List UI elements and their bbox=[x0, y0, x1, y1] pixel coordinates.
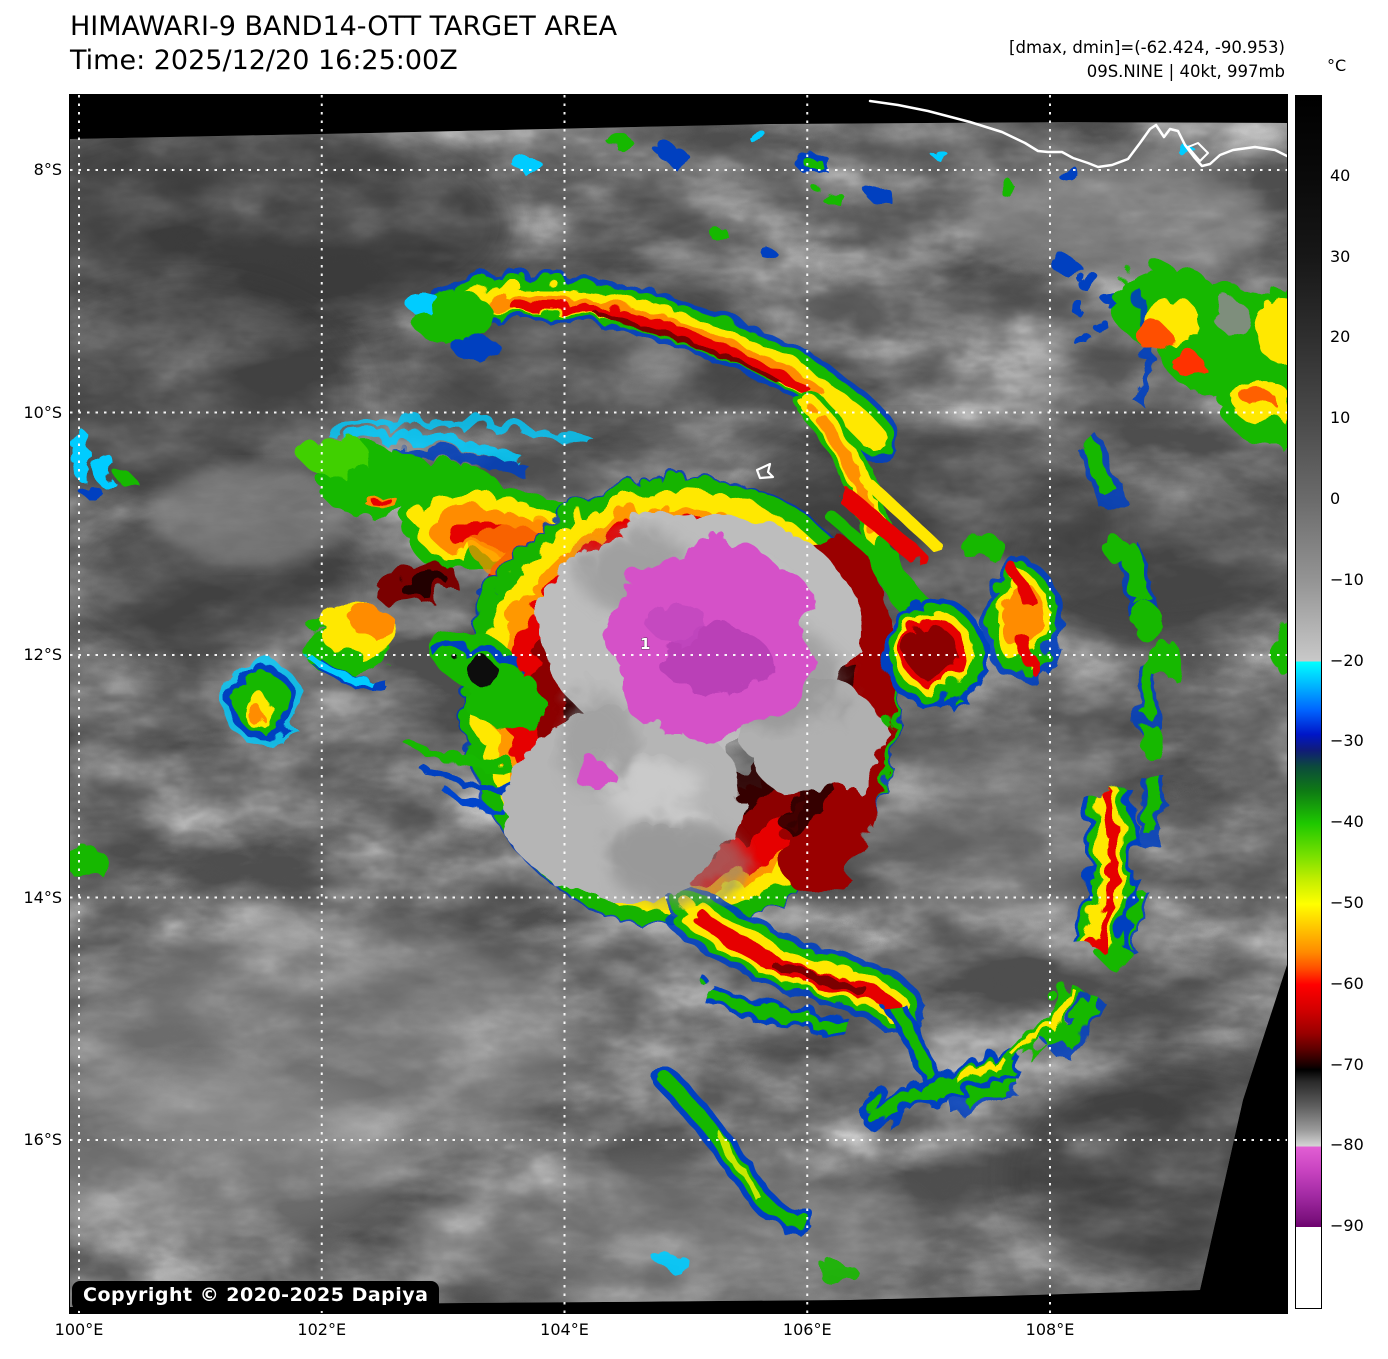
colorbar-unit-label: °C bbox=[1327, 56, 1347, 75]
east-blobs bbox=[876, 526, 1055, 703]
colorbar-tick-label: −50 bbox=[1330, 893, 1364, 912]
colorbar-tick-label: 0 bbox=[1330, 489, 1341, 508]
x-tick-label: 108°E bbox=[1025, 1320, 1075, 1339]
storm-position-marker: 1 bbox=[640, 635, 650, 653]
storm-info-label: 09S.NINE | 40kt, 997mb bbox=[1086, 62, 1285, 81]
south-trailing-bands bbox=[652, 975, 1077, 1278]
colorbar bbox=[1295, 95, 1322, 1309]
north-specks bbox=[506, 125, 1187, 250]
colorbar-tick-label: −20 bbox=[1330, 650, 1364, 670]
x-tick-label: 104°E bbox=[540, 1320, 589, 1339]
storm-markers: 1 bbox=[640, 462, 775, 653]
annotation-block: [dmax, dmin]=(-62.424, -90.953) 09S.NINE… bbox=[1009, 36, 1285, 84]
colorbar-tick-label: 20 bbox=[1330, 327, 1351, 347]
north-band bbox=[397, 267, 892, 454]
colorbar-tick-label: −90 bbox=[1330, 1216, 1364, 1236]
colorbar-tick-label: 40 bbox=[1330, 165, 1351, 185]
central-dense-overcast bbox=[495, 505, 880, 895]
colorbar-tick-label: 10 bbox=[1330, 408, 1351, 428]
west-streaks bbox=[398, 624, 540, 809]
colorbar-tick-label: 30 bbox=[1330, 246, 1351, 266]
colorbar-tick-label: −40 bbox=[1330, 812, 1364, 832]
time-label: Time: 2025/12/20 16:25:00Z bbox=[70, 45, 458, 76]
y-tick-label: 14°S bbox=[23, 887, 62, 907]
y-tick-label: 12°S bbox=[23, 645, 62, 664]
y-tick-label: 10°S bbox=[23, 402, 62, 422]
copyright-badge: Copyright © 2020-2025 Dapiya bbox=[72, 1281, 440, 1311]
satellite-map: 1 Copyright © 2020-2025 Dapiya bbox=[69, 94, 1288, 1314]
colorbar-tick-label: −30 bbox=[1330, 731, 1364, 751]
title-block: HIMAWARI-9 BAND14-OTT TARGET AREA Time: … bbox=[70, 10, 617, 78]
east-connector bbox=[795, 390, 936, 620]
west-cluster bbox=[70, 421, 295, 869]
dmax-dmin-label: [dmax, dmin]=(-62.424, -90.953) bbox=[1009, 38, 1285, 57]
fix-polygon-marker bbox=[755, 462, 775, 480]
colorbar-tick-label: −10 bbox=[1330, 569, 1364, 589]
colorbar-tick-label: −60 bbox=[1330, 973, 1364, 993]
page-title: HIMAWARI-9 BAND14-OTT TARGET AREA bbox=[70, 11, 618, 42]
coastline bbox=[868, 99, 1287, 169]
satellite-data-region bbox=[70, 122, 1287, 1307]
y-tick-label: 16°S bbox=[23, 1130, 62, 1149]
colorbar-tick-label: −70 bbox=[1330, 1054, 1364, 1074]
satellite-image: 1 bbox=[70, 95, 1287, 1313]
northeast-complex bbox=[1046, 252, 1287, 440]
y-tick-label: 8°S bbox=[33, 160, 62, 179]
x-tick-label: 106°E bbox=[782, 1320, 832, 1339]
x-tick-label: 100°E bbox=[54, 1320, 104, 1339]
colorbar-tick-label: −80 bbox=[1330, 1135, 1364, 1155]
east-outer-arc bbox=[932, 429, 1287, 1110]
x-tick-label: 102°E bbox=[297, 1320, 347, 1339]
south-band bbox=[660, 879, 942, 1098]
